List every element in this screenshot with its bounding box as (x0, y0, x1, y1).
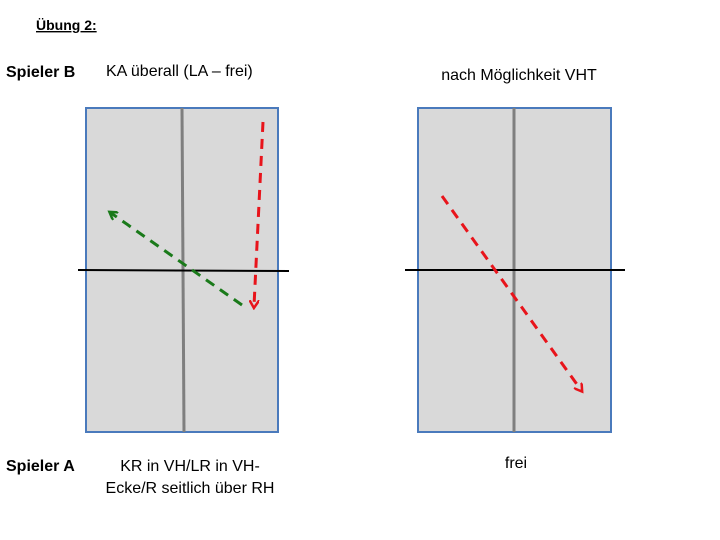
table-right (405, 107, 625, 433)
player-label: Spieler A (6, 458, 75, 475)
note: Ecke/R seitlich über RH (106, 480, 275, 497)
table-left (77, 107, 290, 433)
title: Übung 2: (36, 17, 97, 33)
note: nach Möglichkeit VHT (441, 67, 597, 84)
note: KR in VH/LR in VH- (120, 458, 260, 475)
player-label: Spieler B (6, 64, 75, 81)
note: frei (505, 455, 527, 472)
note: KA überall (LA – frei) (106, 63, 253, 80)
